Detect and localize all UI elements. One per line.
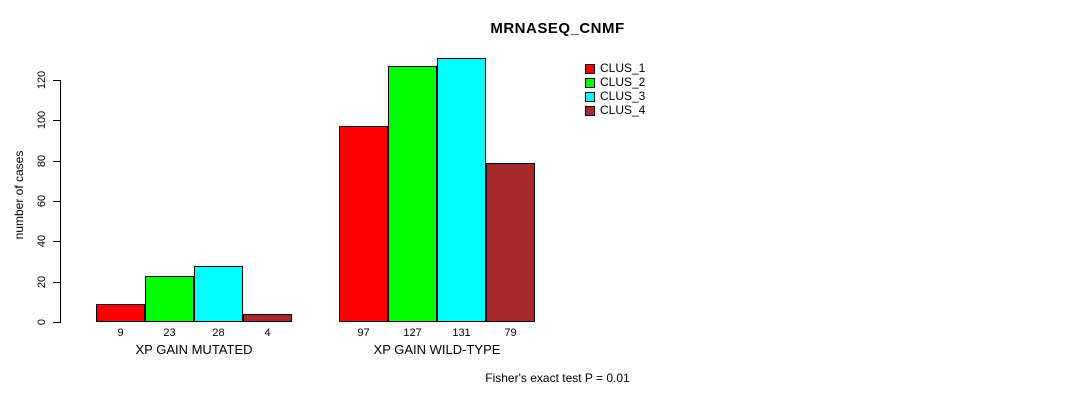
bar-value-label: 97 xyxy=(357,327,370,339)
legend-swatch-icon xyxy=(585,63,595,74)
y-tick-label: 60 xyxy=(36,194,48,208)
legend: CLUS_1 CLUS_2 CLUS_3 CLUS_4 xyxy=(585,62,645,118)
bar-value-label: 23 xyxy=(163,327,176,339)
bar-clus_1-1 xyxy=(96,304,145,322)
y-tick xyxy=(53,322,60,323)
legend-swatch-icon xyxy=(585,91,595,102)
bar-clus_4-1 xyxy=(243,314,292,322)
y-tick xyxy=(53,160,60,162)
bar-clus_1-2 xyxy=(339,126,388,322)
bar-clus_4-2 xyxy=(486,163,535,322)
bar-clus_3-2 xyxy=(437,58,486,322)
bar-clus_2-1 xyxy=(145,276,194,322)
y-axis-line xyxy=(60,80,61,323)
legend-label: CLUS_2 xyxy=(600,75,646,89)
y-tick-label: 40 xyxy=(36,235,48,248)
y-tick xyxy=(53,241,60,243)
annotation-text: Fisher's exact test P = 0.01 xyxy=(485,371,630,385)
bar-clus_2-2 xyxy=(388,66,437,322)
bar-value-label: 131 xyxy=(452,327,471,339)
legend-swatch-icon xyxy=(585,105,595,116)
legend-item-clus_1: CLUS_1 xyxy=(585,62,645,75)
bar-value-label: 28 xyxy=(212,327,225,339)
bar-value-label: 4 xyxy=(264,327,271,339)
legend-label: CLUS_1 xyxy=(600,61,646,75)
legend-swatch-icon xyxy=(585,77,595,88)
chart-title: MRNASEQ_CNMF xyxy=(490,20,625,37)
y-tick xyxy=(53,201,60,202)
y-tick-label: 0 xyxy=(36,318,48,326)
group-label-2: XP GAIN WILD-TYPE xyxy=(373,342,501,357)
legend-label: CLUS_3 xyxy=(600,89,646,103)
bar-value-label: 79 xyxy=(504,327,517,339)
y-tick-label: 80 xyxy=(36,154,48,167)
group-label-1: XP GAIN MUTATED xyxy=(135,342,253,357)
legend-label: CLUS_4 xyxy=(600,103,646,117)
bar-clus_3-1 xyxy=(194,266,243,322)
y-tick xyxy=(53,281,60,283)
bar-value-label: 127 xyxy=(403,327,422,339)
bar-value-label: 9 xyxy=(117,327,124,339)
y-tick-label: 120 xyxy=(36,70,48,90)
y-tick-label: 100 xyxy=(36,111,48,130)
y-tick xyxy=(53,120,60,122)
y-tick xyxy=(53,80,60,81)
legend-item-clus_4: CLUS_4 xyxy=(585,104,645,117)
legend-item-clus_3: CLUS_3 xyxy=(585,90,645,103)
y-tick-label: 20 xyxy=(36,275,48,288)
legend-item-clus_2: CLUS_2 xyxy=(585,76,645,89)
y-axis-label: number of cases xyxy=(12,150,26,240)
